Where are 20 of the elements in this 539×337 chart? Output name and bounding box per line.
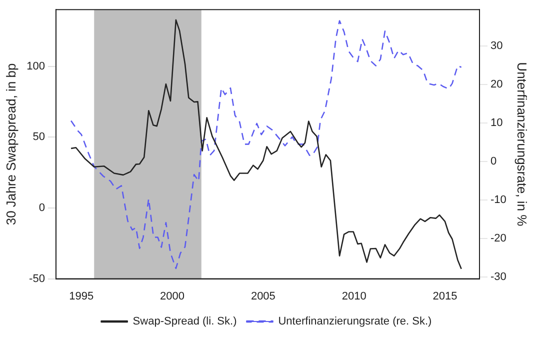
y2-tick-label: 0 xyxy=(490,156,497,168)
y2-tick-label: -20 xyxy=(490,232,506,244)
legend-label: Swap-Spread (li. Sk.) xyxy=(132,316,237,328)
x-tick-label: 2010 xyxy=(342,290,366,302)
y-tick-label: 50 xyxy=(32,131,45,144)
y2-tick-label: -10 xyxy=(490,194,506,206)
x-tick-label: 2005 xyxy=(250,290,276,302)
y-tick-label: 100 xyxy=(26,60,45,72)
y2-tick-label: 10 xyxy=(490,117,503,130)
y2-tick-label: 20 xyxy=(490,78,503,91)
y2-tick-label: 30 xyxy=(490,40,503,52)
y-axis-title: 30 Jahre Swapspread, in bp xyxy=(3,63,18,226)
x-tick-label: 2000 xyxy=(160,290,185,302)
y2-axis-title: Unterfinanzierungsrate, in % xyxy=(514,62,530,227)
x-tick-label: 2015 xyxy=(432,290,458,302)
x-tick-label: 1995 xyxy=(69,290,94,302)
legend-label: Unterfinanzierungsrate (re. Sk.) xyxy=(278,316,432,328)
y-tick-label: 0 xyxy=(38,202,45,214)
y-tick-label: -50 xyxy=(29,272,45,285)
y2-tick-label: -30 xyxy=(490,270,506,283)
